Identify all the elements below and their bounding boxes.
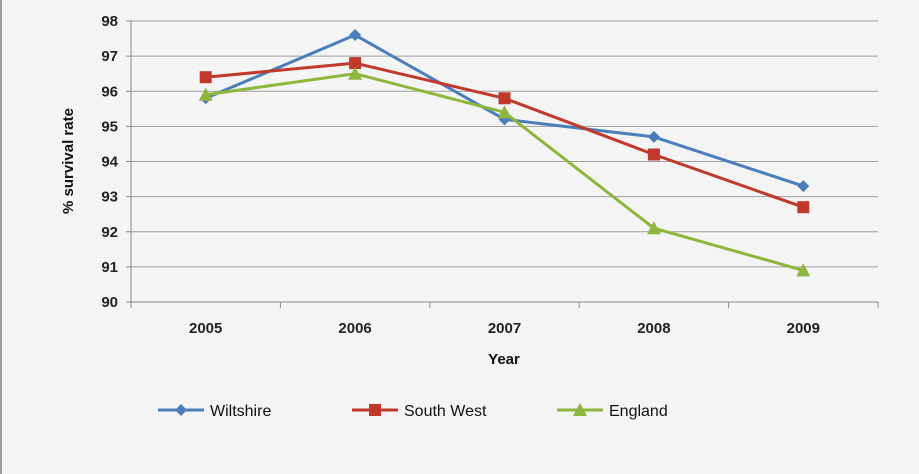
data-point-wiltshire bbox=[349, 29, 362, 42]
gridlines bbox=[131, 20, 878, 268]
y-tick-label: 96 bbox=[101, 83, 118, 100]
y-tick-label: 92 bbox=[101, 224, 118, 241]
data-point-england bbox=[348, 66, 363, 80]
y-tick-label: 93 bbox=[101, 189, 118, 206]
x-axis-title: Year bbox=[488, 351, 520, 368]
data-point-south-west bbox=[498, 92, 511, 105]
legend-item-south-west: South West bbox=[352, 403, 487, 420]
series-lines bbox=[198, 29, 811, 277]
data-point-south-west bbox=[349, 57, 362, 70]
data-point-south-west bbox=[647, 148, 660, 161]
x-tick-label: 2007 bbox=[488, 320, 521, 337]
data-point-england bbox=[198, 87, 213, 101]
legend: Wiltshire South West England bbox=[158, 403, 668, 420]
series-south-west bbox=[199, 57, 810, 214]
y-tick-label: 94 bbox=[101, 154, 118, 171]
axes bbox=[126, 20, 879, 308]
legend-marker-wiltshire bbox=[175, 404, 187, 416]
x-tick-label: 2005 bbox=[189, 320, 222, 337]
y-tick-label: 97 bbox=[101, 48, 118, 65]
legend-marker-south-west bbox=[369, 404, 381, 416]
series-line-south-west bbox=[205, 61, 804, 209]
y-tick-labels: 90 91 92 93 94 95 96 97 98 bbox=[101, 13, 118, 311]
x-tick-label: 2006 bbox=[338, 320, 371, 337]
legend-label-south-west: South West bbox=[404, 403, 487, 420]
data-point-south-west bbox=[199, 71, 212, 84]
legend-label-wiltshire: Wiltshire bbox=[210, 403, 271, 420]
y-tick-label: 98 bbox=[101, 13, 118, 30]
legend-label-england: England bbox=[609, 403, 668, 420]
legend-marker-england bbox=[573, 403, 587, 416]
legend-item-england: England bbox=[557, 403, 668, 420]
y-tick-label: 90 bbox=[101, 294, 118, 311]
legend-item-wiltshire: Wiltshire bbox=[158, 403, 271, 420]
data-point-wiltshire bbox=[647, 130, 660, 143]
data-point-england bbox=[646, 221, 661, 235]
y-tick-label: 91 bbox=[101, 259, 118, 276]
x-tick-labels: 2005 2006 2007 2008 2009 bbox=[189, 320, 820, 337]
y-tick-label: 95 bbox=[101, 118, 118, 135]
x-tick-label: 2008 bbox=[637, 320, 670, 337]
data-point-england bbox=[497, 105, 512, 119]
data-point-wiltshire bbox=[797, 180, 810, 193]
data-point-south-west bbox=[797, 201, 810, 214]
x-tick-label: 2009 bbox=[787, 320, 820, 337]
series-england bbox=[198, 66, 811, 277]
y-axis-title: % survival rate bbox=[60, 108, 77, 214]
data-point-england bbox=[796, 263, 811, 277]
